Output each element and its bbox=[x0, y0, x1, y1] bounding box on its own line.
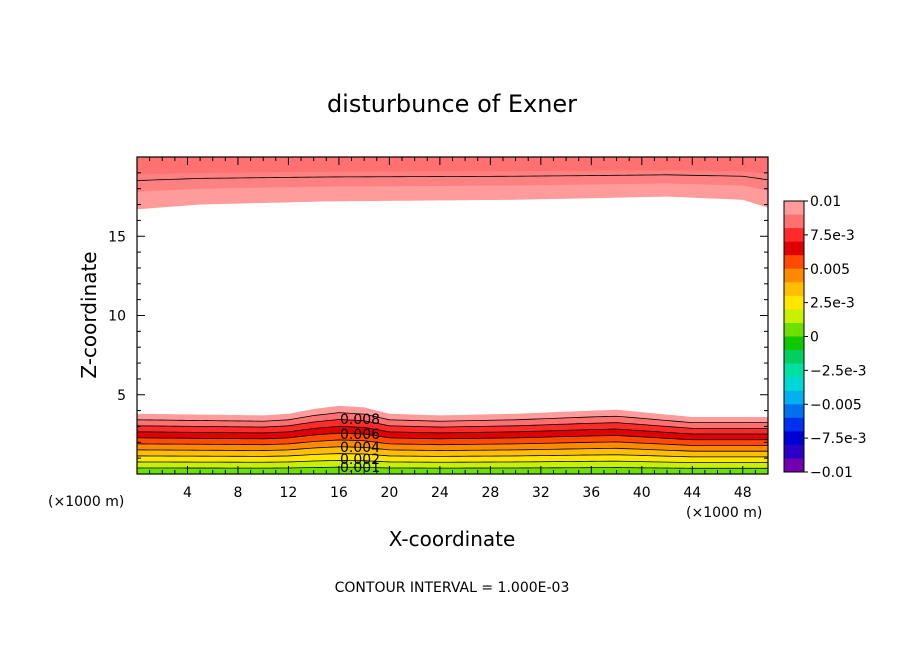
x-tick-label: 40 bbox=[633, 485, 651, 501]
colorbar-swatch bbox=[784, 295, 804, 310]
colorbar: 0.01 7.5e-3 0.005 2.5e-3 0 −2.5e-3 −0.005 −7.5e… bbox=[783, 194, 867, 481]
colorbar-swatch bbox=[784, 417, 804, 432]
colorbar-swatch bbox=[784, 322, 804, 337]
colorbar-label: 7.5e-3 bbox=[810, 228, 855, 244]
x-axis-label: X-coordinate bbox=[389, 527, 516, 551]
z-tick-label: 5 bbox=[117, 388, 126, 404]
bottom-contour-line-7 bbox=[136, 453, 768, 458]
bottom-contour-line-3 bbox=[136, 425, 768, 435]
bottom-contour-line-8 bbox=[136, 459, 768, 463]
colorbar-swatch bbox=[784, 390, 804, 405]
colorbar-swatch bbox=[784, 268, 804, 283]
z-tick-label: 10 bbox=[108, 309, 126, 325]
colorbar-swatch bbox=[784, 444, 804, 459]
top-band-0 bbox=[137, 157, 768, 175]
contour-label: 0.004 bbox=[340, 440, 380, 456]
contour-interval-footer: CONTOUR INTERVAL = 1.000E-03 bbox=[335, 580, 570, 596]
x-tick-label: 48 bbox=[734, 485, 752, 501]
bottom-contour-line-9 bbox=[136, 466, 768, 469]
colorbar-swatch bbox=[784, 363, 804, 378]
colorbar-swatch bbox=[784, 282, 804, 297]
bottom-contour-line-2 bbox=[136, 419, 768, 429]
x-tick-label: 8 bbox=[233, 485, 242, 501]
colorbar-swatch bbox=[784, 228, 804, 243]
z-tick-label: 15 bbox=[108, 229, 126, 245]
plot-area bbox=[136, 156, 769, 475]
colorbar-label: 0 bbox=[810, 330, 819, 346]
colorbar-swatch bbox=[784, 431, 804, 446]
x-tick-label: 36 bbox=[582, 485, 600, 501]
x-tick-label: 24 bbox=[431, 485, 449, 501]
contour-label: 0.002 bbox=[340, 452, 380, 468]
y-axis-label: Z-coordinate bbox=[77, 251, 101, 378]
colorbar-label: 0.01 bbox=[810, 194, 841, 210]
contour-label: 0.006 bbox=[340, 427, 380, 443]
x-tick-labels: 4 8 12 16 20 24 28 32 36 40 44 48 bbox=[183, 485, 752, 501]
colorbar-swatch bbox=[784, 404, 804, 419]
colorbar-label: −0.01 bbox=[810, 465, 853, 481]
chart-title: disturbunce of Exner bbox=[327, 90, 577, 118]
colorbar-swatch bbox=[784, 241, 804, 256]
x-unit-label-right: (×1000 m) bbox=[686, 505, 762, 521]
colorbar-label: 0.005 bbox=[810, 262, 850, 278]
colorbar-swatch bbox=[784, 350, 804, 365]
x-tick-label: 44 bbox=[683, 485, 701, 501]
colorbar-swatch bbox=[784, 458, 804, 473]
colorbar-swatch bbox=[784, 214, 804, 229]
contour-label: 0.008 bbox=[340, 412, 380, 428]
x-tick-label: 28 bbox=[481, 485, 499, 501]
colorbar-label: −0.005 bbox=[810, 397, 862, 413]
x-tick-label: 16 bbox=[330, 485, 348, 501]
colorbar-swatch bbox=[784, 377, 804, 392]
colorbar-label: 2.5e-3 bbox=[810, 296, 855, 312]
z-tick-labels: 5 10 15 bbox=[108, 229, 126, 404]
top-contour-line bbox=[136, 174, 769, 181]
contour-label: 0.001 bbox=[340, 460, 380, 476]
bottom-contour-line-4 bbox=[136, 432, 768, 441]
colorbar-swatch bbox=[784, 336, 804, 351]
colorbar-swatch bbox=[784, 309, 804, 324]
colorbar-swatch bbox=[784, 201, 804, 216]
colorbar-swatch bbox=[784, 255, 804, 270]
x-unit-label-left: (×1000 m) bbox=[48, 494, 124, 510]
x-tick-label: 12 bbox=[280, 485, 298, 501]
bottom-contour-line-6 bbox=[136, 446, 768, 452]
x-tick-label: 20 bbox=[380, 485, 398, 501]
x-tick-label: 32 bbox=[532, 485, 550, 501]
x-tick-label: 4 bbox=[183, 485, 192, 501]
colorbar-label: −7.5e-3 bbox=[810, 431, 867, 447]
bottom-contour-line-5 bbox=[136, 439, 768, 446]
bottom-contour-line-1 bbox=[136, 412, 768, 424]
colorbar-label: −2.5e-3 bbox=[810, 363, 867, 379]
